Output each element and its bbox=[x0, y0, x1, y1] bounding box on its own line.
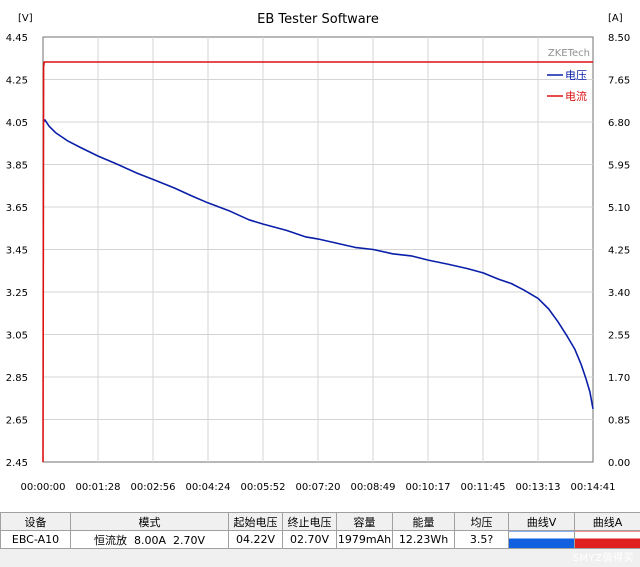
y-right-tick-label: 0.00 bbox=[608, 458, 630, 469]
header-curve-a[interactable]: 曲线A bbox=[574, 512, 640, 531]
series-line-current bbox=[42, 61, 593, 463]
info-table-header: 设备 模式 起始电压 终止电压 容量 能量 均压 曲线V 曲线A bbox=[0, 512, 640, 531]
cell-device: EBC-A10 bbox=[0, 530, 71, 549]
cell-avg-voltage: 3.5? bbox=[454, 530, 509, 549]
left-axis-ticks: 4.45 4.25 4.05 3.85 3.65 3.45 3.25 3.05 2.85 2.65… bbox=[6, 33, 28, 469]
x-tick-label: 00:10:17 bbox=[406, 482, 451, 493]
x-tick-label: 00:01:28 bbox=[76, 482, 121, 493]
y-right-tick-label: 7.65 bbox=[608, 76, 630, 87]
y-right-tick-label: 8.50 bbox=[608, 33, 630, 44]
left-axis-unit: [V] bbox=[18, 13, 33, 24]
header-curve-v[interactable]: 曲线V bbox=[508, 512, 575, 531]
cell-start-voltage: 04.22V bbox=[228, 530, 283, 549]
cell-mode: 恒流放 8.00A 2.70V bbox=[70, 530, 229, 549]
brand-label: ZKETech bbox=[548, 48, 590, 59]
y-right-tick-label: 6.80 bbox=[608, 118, 630, 129]
grid-lines bbox=[43, 37, 593, 462]
y-left-tick-label: 2.45 bbox=[6, 458, 28, 469]
header-mode: 模式 bbox=[70, 512, 229, 531]
header-capacity: 容量 bbox=[336, 512, 393, 531]
y-left-tick-label: 3.45 bbox=[6, 246, 28, 257]
x-tick-label: 00:04:24 bbox=[186, 482, 231, 493]
y-left-tick-label: 3.65 bbox=[6, 203, 28, 214]
legend-label-voltage: 电压 bbox=[565, 69, 587, 82]
header-start-voltage: 起始电压 bbox=[228, 512, 283, 531]
x-tick-label: 00:14:41 bbox=[571, 482, 616, 493]
x-tick-label: 00:00:00 bbox=[21, 482, 66, 493]
x-tick-label: 00:05:52 bbox=[241, 482, 286, 493]
legend-label-current: 电流 bbox=[565, 89, 587, 103]
y-left-tick-label: 4.25 bbox=[6, 76, 28, 87]
right-axis-unit: [A] bbox=[608, 13, 623, 24]
chart-title: EB Tester Software bbox=[257, 12, 379, 27]
x-tick-label: 00:08:49 bbox=[351, 482, 396, 493]
y-right-tick-label: 4.25 bbox=[608, 246, 630, 257]
x-tick-label: 00:13:13 bbox=[516, 482, 561, 493]
y-right-tick-label: 2.55 bbox=[608, 331, 630, 342]
header-avg-voltage: 均压 bbox=[454, 512, 509, 531]
y-right-tick-label: 1.70 bbox=[608, 373, 630, 384]
x-axis-ticks: 00:00:00 00:01:28 00:02:56 00:04:24 00:05:52… bbox=[21, 482, 616, 493]
watermark: SMYZ值得买 bbox=[572, 553, 634, 564]
cell-energy: 12.23Wh bbox=[392, 530, 455, 549]
y-left-tick-label: 4.05 bbox=[6, 118, 28, 129]
y-left-tick-label: 3.25 bbox=[6, 288, 28, 299]
cell-capacity: 1979mAh bbox=[336, 530, 393, 549]
series-lines bbox=[42, 61, 594, 463]
y-left-tick-label: 2.65 bbox=[6, 416, 28, 427]
right-axis-ticks: 8.50 7.65 6.80 5.95 5.10 4.25 3.40 2.55 1.70 0.85… bbox=[608, 33, 630, 469]
header-end-voltage: 终止电压 bbox=[282, 512, 337, 531]
y-right-tick-label: 3.40 bbox=[608, 288, 630, 299]
curve-v-color-swatch[interactable] bbox=[508, 530, 575, 549]
y-right-tick-label: 5.95 bbox=[608, 161, 630, 172]
header-device: 设备 bbox=[0, 512, 71, 531]
cell-end-voltage: 02.70V bbox=[282, 530, 337, 549]
discharge-chart: EB Tester Software [V] [A] 4.45 4.25 4.05 3… bbox=[6, 12, 631, 493]
x-tick-label: 00:02:56 bbox=[131, 482, 176, 493]
info-table-row: EBC-A10 恒流放 8.00A 2.70V 04.22V 02.70V 19… bbox=[0, 530, 640, 549]
curve-a-color-swatch[interactable] bbox=[574, 530, 640, 549]
y-left-tick-label: 3.05 bbox=[6, 331, 28, 342]
y-left-tick-label: 3.85 bbox=[6, 161, 28, 172]
info-table-panel: 设备 模式 起始电压 终止电压 容量 能量 均压 曲线V 曲线A EBC-A10… bbox=[0, 512, 640, 567]
y-left-tick-label: 2.85 bbox=[6, 373, 28, 384]
x-tick-label: 00:11:45 bbox=[461, 482, 506, 493]
info-table: 设备 模式 起始电压 终止电压 容量 能量 均压 曲线V 曲线A EBC-A10… bbox=[0, 512, 640, 549]
y-left-tick-label: 4.45 bbox=[6, 33, 28, 44]
x-tick-label: 00:07:20 bbox=[296, 482, 341, 493]
y-right-tick-label: 5.10 bbox=[608, 203, 630, 214]
y-right-tick-label: 0.85 bbox=[608, 416, 630, 427]
header-energy: 能量 bbox=[392, 512, 455, 531]
series-line-voltage bbox=[42, 119, 594, 410]
